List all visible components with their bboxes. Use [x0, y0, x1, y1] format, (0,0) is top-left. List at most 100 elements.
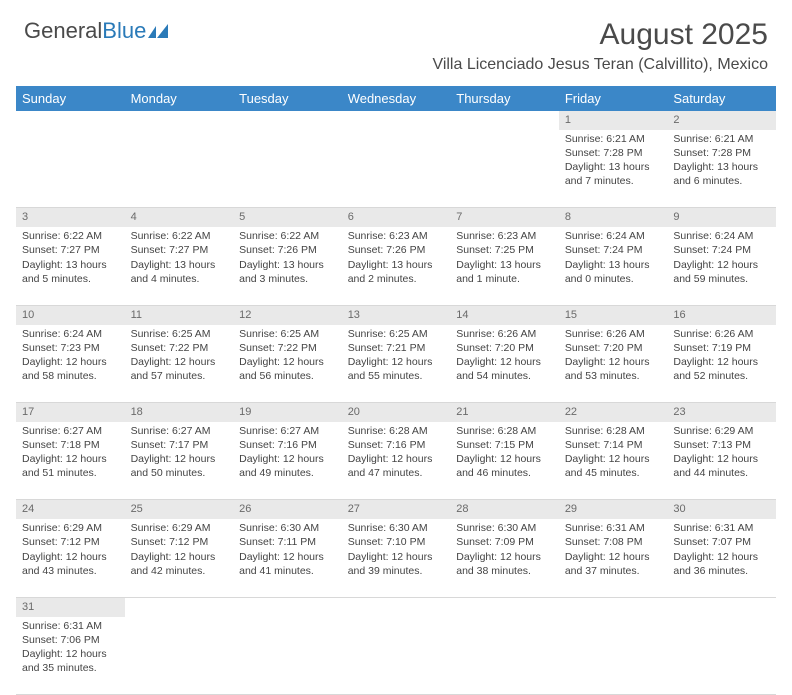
day-cell: [233, 617, 342, 695]
day-cell: Sunrise: 6:27 AMSunset: 7:18 PMDaylight:…: [16, 422, 125, 500]
sunset-text: Sunset: 7:27 PM: [22, 243, 119, 257]
day-cell: [450, 617, 559, 695]
day2-text: and 53 minutes.: [565, 369, 662, 383]
day-number: [342, 111, 451, 130]
sunrise-text: Sunrise: 6:31 AM: [673, 521, 770, 535]
location-text: Villa Licenciado Jesus Teran (Calvillito…: [432, 56, 768, 74]
weekday-header: Thursday: [450, 86, 559, 111]
sunset-text: Sunset: 7:26 PM: [239, 243, 336, 257]
day-cell: Sunrise: 6:22 AMSunset: 7:27 PMDaylight:…: [16, 227, 125, 305]
day2-text: and 55 minutes.: [348, 369, 445, 383]
day-number: 16: [667, 305, 776, 324]
sunset-text: Sunset: 7:10 PM: [348, 535, 445, 549]
day2-text: and 1 minute.: [456, 272, 553, 286]
day-number: 25: [125, 500, 234, 519]
day-cell: Sunrise: 6:28 AMSunset: 7:14 PMDaylight:…: [559, 422, 668, 500]
day-number: [125, 111, 234, 130]
day-cell: [559, 617, 668, 695]
day-cell: Sunrise: 6:25 AMSunset: 7:22 PMDaylight:…: [125, 325, 234, 403]
sunset-text: Sunset: 7:27 PM: [131, 243, 228, 257]
day2-text: and 49 minutes.: [239, 466, 336, 480]
day-cell: Sunrise: 6:27 AMSunset: 7:16 PMDaylight:…: [233, 422, 342, 500]
day1-text: Daylight: 12 hours: [22, 647, 119, 661]
sunrise-text: Sunrise: 6:21 AM: [673, 132, 770, 146]
day2-text: and 56 minutes.: [239, 369, 336, 383]
day-number: 26: [233, 500, 342, 519]
sunset-text: Sunset: 7:20 PM: [565, 341, 662, 355]
day-cell: Sunrise: 6:22 AMSunset: 7:26 PMDaylight:…: [233, 227, 342, 305]
day2-text: and 39 minutes.: [348, 564, 445, 578]
sunrise-text: Sunrise: 6:24 AM: [673, 229, 770, 243]
weekday-header: Sunday: [16, 86, 125, 111]
sunset-text: Sunset: 7:12 PM: [131, 535, 228, 549]
day-number: 4: [125, 208, 234, 227]
day2-text: and 52 minutes.: [673, 369, 770, 383]
day-number: 17: [16, 403, 125, 422]
sunset-text: Sunset: 7:09 PM: [456, 535, 553, 549]
sunrise-text: Sunrise: 6:23 AM: [348, 229, 445, 243]
day-number: [125, 597, 234, 616]
day2-text: and 4 minutes.: [131, 272, 228, 286]
weekday-header: Wednesday: [342, 86, 451, 111]
sunrise-text: Sunrise: 6:23 AM: [456, 229, 553, 243]
sunset-text: Sunset: 7:28 PM: [673, 146, 770, 160]
sunset-text: Sunset: 7:24 PM: [565, 243, 662, 257]
day-cell: Sunrise: 6:31 AMSunset: 7:08 PMDaylight:…: [559, 519, 668, 597]
day1-text: Daylight: 13 hours: [565, 160, 662, 174]
day1-text: Daylight: 12 hours: [22, 452, 119, 466]
sunset-text: Sunset: 7:16 PM: [239, 438, 336, 452]
weekday-header: Saturday: [667, 86, 776, 111]
sunrise-text: Sunrise: 6:31 AM: [22, 619, 119, 633]
content-row: Sunrise: 6:27 AMSunset: 7:18 PMDaylight:…: [16, 422, 776, 500]
day1-text: Daylight: 12 hours: [456, 550, 553, 564]
day2-text: and 46 minutes.: [456, 466, 553, 480]
sunset-text: Sunset: 7:17 PM: [131, 438, 228, 452]
day1-text: Daylight: 12 hours: [22, 550, 119, 564]
day-cell: Sunrise: 6:26 AMSunset: 7:19 PMDaylight:…: [667, 325, 776, 403]
sunrise-text: Sunrise: 6:28 AM: [456, 424, 553, 438]
day-cell: Sunrise: 6:30 AMSunset: 7:11 PMDaylight:…: [233, 519, 342, 597]
sunrise-text: Sunrise: 6:27 AM: [22, 424, 119, 438]
day1-text: Daylight: 13 hours: [348, 258, 445, 272]
day-number: 12: [233, 305, 342, 324]
sunrise-text: Sunrise: 6:29 AM: [131, 521, 228, 535]
sunrise-text: Sunrise: 6:30 AM: [239, 521, 336, 535]
day-cell: Sunrise: 6:26 AMSunset: 7:20 PMDaylight:…: [559, 325, 668, 403]
day-number: 5: [233, 208, 342, 227]
sunset-text: Sunset: 7:08 PM: [565, 535, 662, 549]
day1-text: Daylight: 12 hours: [565, 355, 662, 369]
header: GeneralBlue August 2025 Villa Licenciado…: [0, 0, 792, 82]
day1-text: Daylight: 12 hours: [22, 355, 119, 369]
day-cell: [667, 617, 776, 695]
day2-text: and 35 minutes.: [22, 661, 119, 675]
sunset-text: Sunset: 7:20 PM: [456, 341, 553, 355]
day-cell: Sunrise: 6:31 AMSunset: 7:06 PMDaylight:…: [16, 617, 125, 695]
day2-text: and 7 minutes.: [565, 174, 662, 188]
sunrise-text: Sunrise: 6:24 AM: [565, 229, 662, 243]
day-number: 22: [559, 403, 668, 422]
sunrise-text: Sunrise: 6:25 AM: [239, 327, 336, 341]
sunrise-text: Sunrise: 6:29 AM: [22, 521, 119, 535]
day-number: 19: [233, 403, 342, 422]
day1-text: Daylight: 12 hours: [131, 452, 228, 466]
sunset-text: Sunset: 7:16 PM: [348, 438, 445, 452]
sunrise-text: Sunrise: 6:27 AM: [239, 424, 336, 438]
daynum-row: 17181920212223: [16, 403, 776, 422]
sunrise-text: Sunrise: 6:25 AM: [131, 327, 228, 341]
day1-text: Daylight: 12 hours: [131, 550, 228, 564]
sunset-text: Sunset: 7:06 PM: [22, 633, 119, 647]
content-row: Sunrise: 6:24 AMSunset: 7:23 PMDaylight:…: [16, 325, 776, 403]
day2-text: and 58 minutes.: [22, 369, 119, 383]
sunrise-text: Sunrise: 6:22 AM: [131, 229, 228, 243]
day-cell: Sunrise: 6:29 AMSunset: 7:13 PMDaylight:…: [667, 422, 776, 500]
day2-text: and 42 minutes.: [131, 564, 228, 578]
day1-text: Daylight: 12 hours: [673, 355, 770, 369]
day-cell: Sunrise: 6:26 AMSunset: 7:20 PMDaylight:…: [450, 325, 559, 403]
day2-text: and 45 minutes.: [565, 466, 662, 480]
day-number: 3: [16, 208, 125, 227]
day-cell: Sunrise: 6:24 AMSunset: 7:24 PMDaylight:…: [667, 227, 776, 305]
sunrise-text: Sunrise: 6:27 AM: [131, 424, 228, 438]
sunset-text: Sunset: 7:11 PM: [239, 535, 336, 549]
sunrise-text: Sunrise: 6:25 AM: [348, 327, 445, 341]
day2-text: and 36 minutes.: [673, 564, 770, 578]
